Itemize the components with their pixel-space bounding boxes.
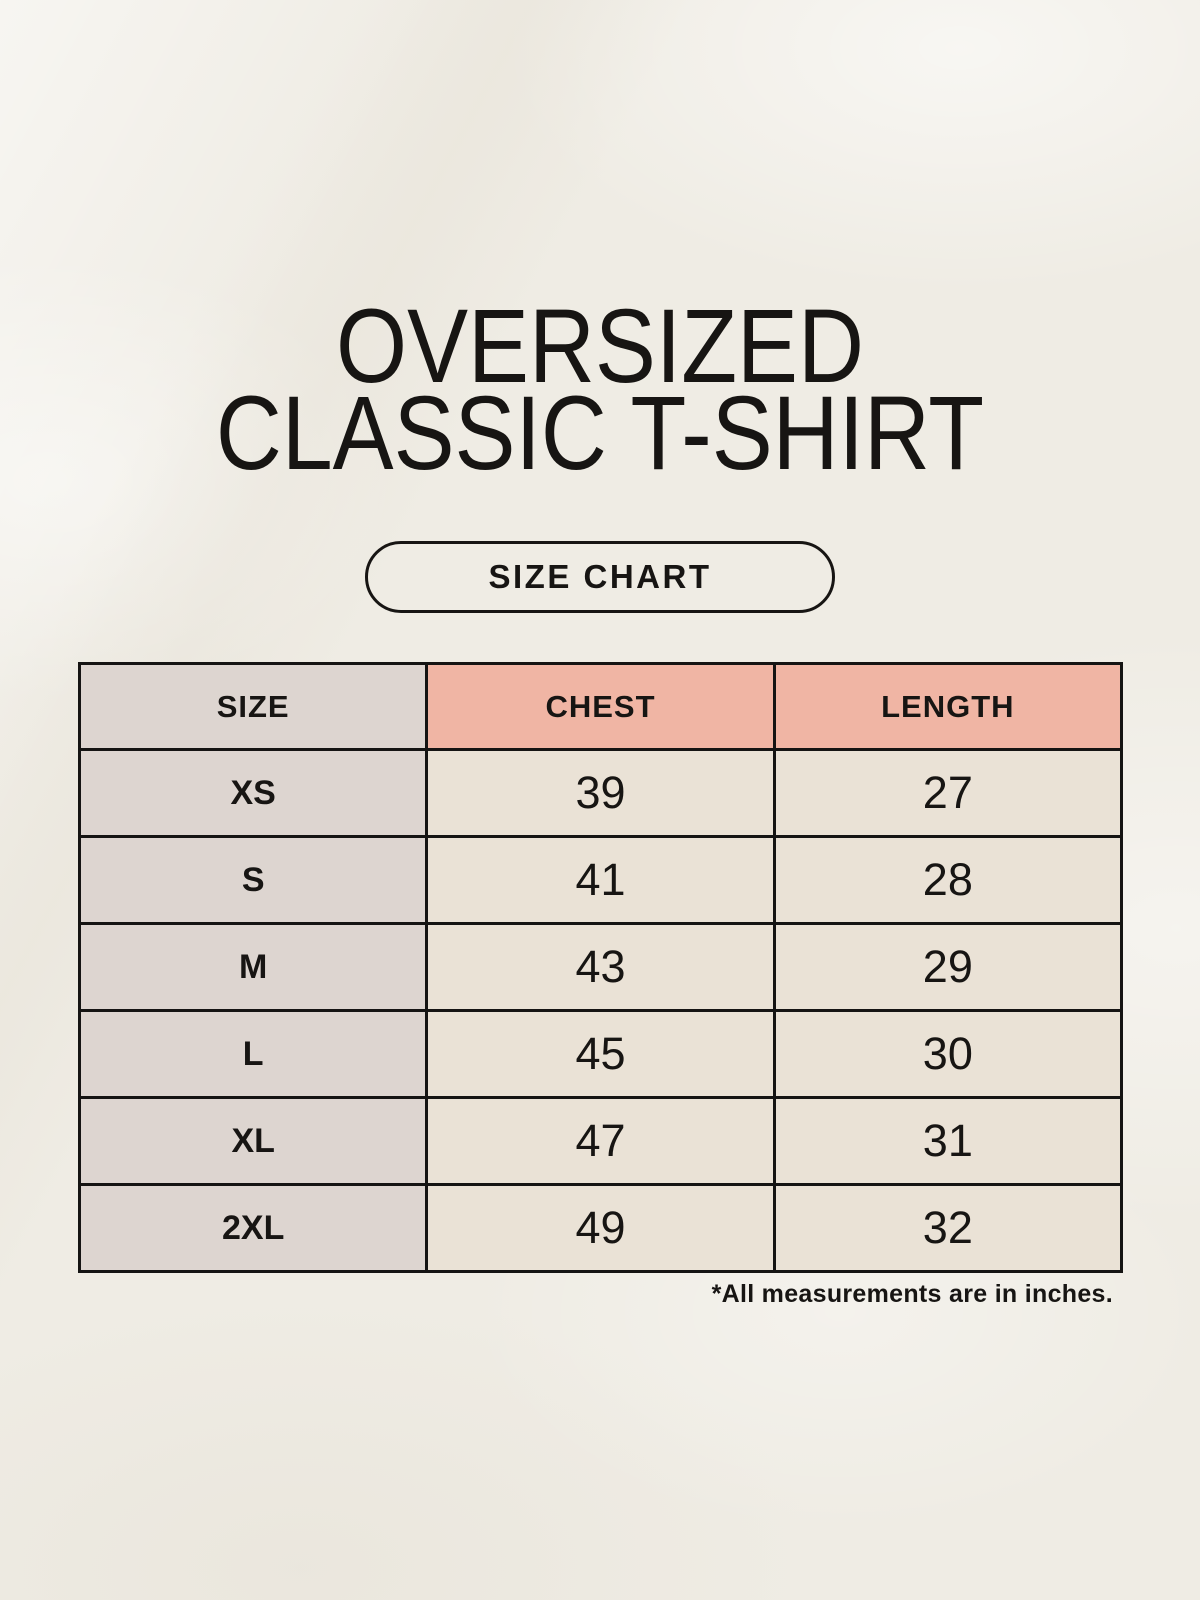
product-title-line1: OVERSIZED — [336, 288, 864, 405]
column-header-chest: CHEST — [425, 662, 776, 751]
size-chart-button[interactable]: SIZE CHART — [365, 541, 835, 613]
size-cell: M — [77, 922, 429, 1012]
table-row: S 41 28 — [77, 835, 1124, 925]
size-chart-table: SIZE CHEST LENGTH XS 39 27 S 41 28 M 43 … — [77, 662, 1124, 1273]
table-row: XS 39 27 — [77, 748, 1124, 838]
length-cell: 27 — [772, 748, 1124, 838]
chest-cell: 49 — [425, 1183, 776, 1273]
table-header-row: SIZE CHEST LENGTH — [77, 662, 1124, 751]
table-row: XL 47 31 — [77, 1096, 1124, 1186]
chest-cell: 47 — [425, 1096, 776, 1186]
table-row: 2XL 49 32 — [77, 1183, 1124, 1273]
length-cell: 32 — [772, 1183, 1124, 1273]
product-title: OVERSIZED CLASSIC T-SHIRT — [78, 288, 1122, 492]
size-cell: L — [77, 1009, 429, 1099]
size-cell: 2XL — [77, 1183, 429, 1273]
table-row: L 45 30 — [77, 1009, 1124, 1099]
chest-cell: 43 — [425, 922, 776, 1012]
length-cell: 31 — [772, 1096, 1124, 1186]
length-cell: 28 — [772, 835, 1124, 925]
length-cell: 30 — [772, 1009, 1124, 1099]
chest-cell: 45 — [425, 1009, 776, 1099]
chest-cell: 39 — [425, 748, 776, 838]
length-cell: 29 — [772, 922, 1124, 1012]
column-header-size: SIZE — [77, 662, 429, 751]
size-cell: XL — [77, 1096, 429, 1186]
table-row: M 43 29 — [77, 922, 1124, 1012]
product-title-line2: CLASSIC T-SHIRT — [215, 375, 985, 492]
measurements-footnote: *All measurements are in inches. — [711, 1280, 1113, 1308]
size-cell: XS — [77, 748, 429, 838]
chest-cell: 41 — [425, 835, 776, 925]
size-chart-button-label: SIZE CHART — [488, 558, 712, 595]
column-header-length: LENGTH — [772, 662, 1124, 751]
size-cell: S — [77, 835, 429, 925]
